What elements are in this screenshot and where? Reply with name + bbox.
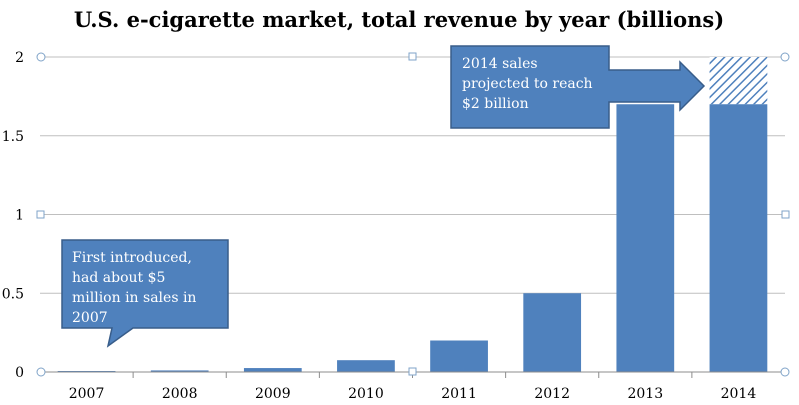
resize-handle-right[interactable]: [781, 210, 790, 219]
chart-title: U.S. e-cigarette market, total revenue b…: [74, 7, 724, 32]
callout-line: had about $5: [72, 270, 165, 286]
x-tick-label: 2011: [441, 386, 477, 402]
annotation-projection-2014: 2014 sales projected to reach $2 billion: [450, 45, 706, 129]
resize-handle-top-right[interactable]: [780, 52, 790, 62]
x-tick-label: 2012: [534, 386, 570, 402]
x-tick-label: 2013: [627, 386, 663, 402]
callout-line: $2 billion: [462, 96, 529, 112]
callout-line: million in sales in: [72, 290, 196, 306]
bar-2013: [616, 104, 675, 372]
bar-2012: [523, 293, 582, 372]
x-tick-label: 2007: [69, 386, 105, 402]
callout-box-first-introduced: [61, 239, 229, 348]
bar-2011: [430, 340, 488, 372]
callout-line: First introduced,: [72, 250, 192, 266]
resize-handle-bottom-left[interactable]: [36, 367, 46, 377]
y-tick-label: 0: [15, 365, 24, 381]
x-tick-label: 2010: [348, 386, 384, 402]
y-tick-label: 2: [15, 50, 24, 66]
x-tick-label: 2008: [162, 386, 198, 402]
callout-box-projection-2014: [450, 45, 706, 129]
callout-line: projected to reach: [462, 76, 593, 92]
bar-2014: [709, 104, 768, 372]
annotation-first-introduced: First introduced, had about $5 million i…: [61, 239, 229, 348]
resize-handle-bottom-right[interactable]: [780, 367, 790, 377]
selection-handles[interactable]: [36, 52, 790, 377]
callout-line: 2014 sales: [462, 56, 538, 72]
bar-2010: [337, 360, 395, 372]
y-tick-label: 1: [15, 208, 24, 224]
x-axis-tick-labels: 2007 2008 2009 2010 2011 2012 2013 2014: [69, 372, 757, 402]
y-tick-label: 1.5: [2, 129, 24, 145]
y-tick-label: 0.5: [2, 286, 24, 302]
projected-bar-2014: [709, 57, 768, 105]
resize-handle-top-left[interactable]: [36, 52, 46, 62]
bars: [57, 57, 768, 372]
bar-2008: [150, 370, 209, 372]
y-axis-tick-labels: 0 0.5 1 1.5 2: [2, 50, 24, 381]
resize-handle-bottom[interactable]: [408, 367, 417, 376]
bar-2009: [243, 368, 302, 372]
x-tick-label: 2014: [721, 386, 757, 402]
resize-handle-top[interactable]: [408, 52, 417, 61]
resize-handle-left[interactable]: [36, 210, 45, 219]
callout-line: 2007: [72, 310, 108, 326]
x-tick-label: 2009: [255, 386, 291, 402]
